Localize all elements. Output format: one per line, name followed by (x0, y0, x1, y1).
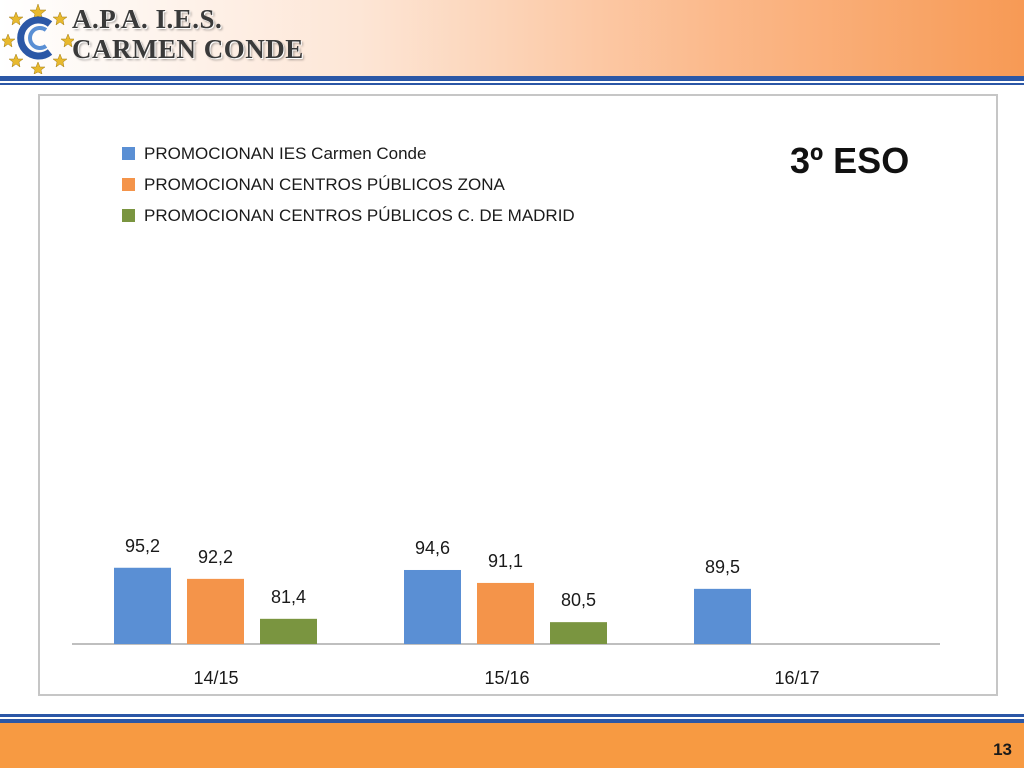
data-label-series2-14/15: 92,2 (198, 547, 233, 567)
legend-swatch-series2 (122, 178, 135, 191)
bar-series2-15/16 (477, 582, 534, 644)
chart-legend: PROMOCIONAN IES Carmen Conde PROMOCIONAN… (122, 138, 575, 231)
bar-series3-15/16 (550, 622, 607, 644)
legend-item-series1: PROMOCIONAN IES Carmen Conde (122, 138, 575, 169)
slide-footer (0, 723, 1024, 768)
bar-series1-15/16 (404, 569, 461, 644)
legend-swatch-series1 (122, 147, 135, 160)
page-number: 13 (993, 740, 1012, 759)
header-divider (0, 76, 1024, 81)
slide-header (0, 0, 1024, 76)
x-tick-label-1: 15/16 (484, 668, 529, 688)
header-divider-thin (0, 83, 1024, 85)
legend-label-series2: PROMOCIONAN CENTROS PÚBLICOS ZONA (144, 174, 505, 194)
data-label-series1-16/17: 89,5 (705, 557, 740, 577)
data-label-series2-15/16: 91,1 (488, 551, 523, 571)
bar-series2-14/15 (187, 578, 244, 644)
x-tick-label-0: 14/15 (193, 668, 238, 688)
legend-item-series3: PROMOCIONAN CENTROS PÚBLICOS C. DE MADRI… (122, 200, 575, 231)
data-label-series1-15/16: 94,6 (415, 538, 450, 558)
legend-label-series1: PROMOCIONAN IES Carmen Conde (144, 143, 427, 163)
data-label-series3-15/16: 80,5 (561, 590, 596, 610)
cc-star-circle-logo-icon (2, 3, 74, 74)
bar-series3-14/15 (260, 618, 317, 644)
bar-series1-14/15 (114, 567, 171, 644)
chart-title: 3º ESO (790, 140, 910, 181)
legend-swatch-series3 (122, 209, 135, 222)
data-label-series3-14/15: 81,4 (271, 587, 306, 607)
footer-divider (0, 719, 1024, 723)
x-tick-label-2: 16/17 (774, 668, 819, 688)
legend-item-series2: PROMOCIONAN CENTROS PÚBLICOS ZONA (122, 169, 575, 200)
brand-line-1: A.P.A. I.E.S. (72, 4, 223, 34)
data-label-series1-14/15: 95,2 (125, 536, 160, 556)
legend-label-series3: PROMOCIONAN CENTROS PÚBLICOS C. DE MADRI… (144, 205, 575, 225)
brand-line-2: CARMEN CONDE (72, 34, 304, 64)
bar-series1-16/17 (694, 588, 751, 644)
footer-divider-thin (0, 714, 1024, 717)
